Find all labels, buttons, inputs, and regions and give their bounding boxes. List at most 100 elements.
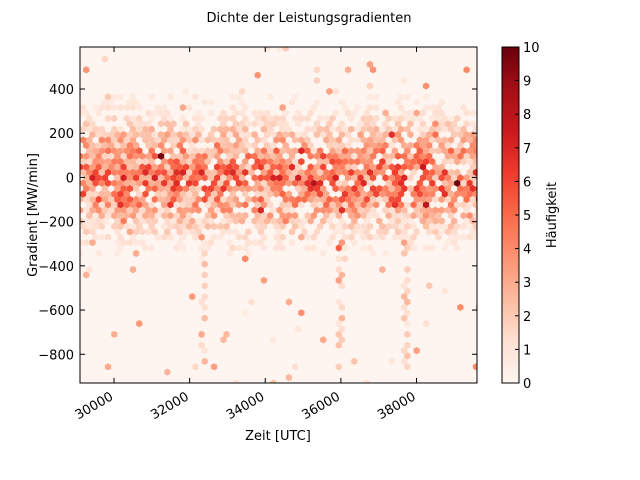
hexbin-cell <box>326 120 333 128</box>
hexbin-cell <box>329 212 336 220</box>
hexbin-cell <box>348 222 355 230</box>
hexbin-cell <box>438 217 445 225</box>
hexbin-cell <box>413 141 420 149</box>
hexbin-cell <box>220 109 227 117</box>
hexbin-cell <box>429 179 436 187</box>
hexbin-cell <box>98 201 105 209</box>
hexbin-cell <box>404 147 411 155</box>
x-tick-label: 38000 <box>375 389 418 423</box>
hexbin-cell <box>217 147 224 155</box>
hexbin-cell <box>292 363 299 371</box>
hexbin-cell <box>257 109 264 117</box>
hexbin-cell <box>366 179 374 187</box>
hexbin-cell <box>89 195 96 203</box>
hexbin-cell <box>98 190 105 198</box>
hexbin-cell <box>195 206 202 214</box>
hexbin-cell <box>170 195 177 203</box>
hexbin-cell <box>186 201 193 209</box>
hexbin-cell <box>338 336 345 344</box>
hexbin-cell <box>354 104 361 112</box>
hexbin-cell <box>239 98 246 106</box>
hexbin-cell <box>257 120 264 128</box>
hexbin-cell <box>369 249 377 257</box>
hexbin-cell <box>254 201 261 209</box>
hexbin-cell <box>92 168 99 176</box>
hexbin-cell <box>104 147 112 155</box>
hexbin-cell <box>394 152 402 160</box>
hexbin-cell <box>210 233 218 241</box>
hexbin-cell <box>192 147 199 155</box>
hexbin-cell <box>192 233 199 241</box>
hexbin-cell <box>373 114 380 122</box>
hexbin-cell <box>157 120 165 128</box>
hexbin-cell <box>357 174 364 182</box>
hexbin-cell <box>223 201 230 209</box>
hexbin-cell <box>145 228 152 236</box>
hexbin-cell <box>176 195 183 203</box>
hexbin-cell <box>438 185 445 193</box>
hexbin-cell <box>401 314 408 322</box>
hexbin-cell <box>447 190 455 198</box>
hexbin-cell <box>176 174 183 182</box>
hexbin-cell <box>192 93 199 101</box>
hexbin-cell <box>292 114 299 122</box>
hexbin-cell <box>198 158 205 166</box>
hexbin-cell <box>145 120 152 128</box>
hexbin-cell <box>398 114 405 122</box>
hexbin-cell <box>292 158 299 166</box>
hexbin-cell <box>120 206 127 214</box>
hexbin-cell <box>338 152 345 160</box>
hexbin-cell <box>279 179 286 187</box>
hexbin-cell <box>435 104 442 112</box>
hexbin-cell <box>388 357 395 365</box>
hexbin-cell <box>201 271 208 279</box>
hexbin-cell <box>329 114 336 122</box>
hexbin-cell <box>385 212 392 220</box>
hexbin-cell <box>472 179 477 187</box>
hexbin-cell <box>310 147 317 155</box>
hexbin-cell <box>419 109 427 117</box>
hexbin-cell <box>104 114 112 122</box>
hexbin-cell <box>133 239 140 247</box>
hexbin-cell <box>388 217 395 225</box>
hexbin-cell <box>104 168 112 176</box>
hexbin-cell <box>235 212 243 220</box>
hexbin-cell <box>441 244 448 252</box>
hexbin-cell <box>366 136 374 144</box>
hexbin-cell <box>407 131 414 139</box>
hexbin-cell <box>267 147 274 155</box>
hexbin-cell <box>167 147 174 155</box>
hexbin-cell <box>92 233 99 241</box>
hexbin-cell <box>254 114 261 122</box>
hexbin-cell <box>126 174 133 182</box>
hexbin-cell <box>179 222 186 230</box>
hexbin-cell <box>245 228 252 236</box>
hexbin-cell <box>142 201 149 209</box>
hexbin-cell <box>189 152 196 160</box>
hexbin-cell <box>348 125 355 133</box>
hexbin-cell <box>438 206 445 214</box>
hexbin-cell <box>111 125 118 133</box>
hexbin-cell <box>176 131 183 139</box>
hexbin-cell <box>136 201 143 209</box>
hexbin-cell <box>345 141 352 149</box>
hexbin-cell <box>235 233 243 241</box>
hexbin-cell <box>385 125 392 133</box>
hexbin-cell <box>260 222 268 230</box>
hexbin-cell <box>173 201 180 209</box>
hexbin-cell <box>373 104 380 112</box>
hexbin-cell <box>204 147 211 155</box>
hexbin-cell <box>204 212 211 220</box>
hexbin-cell <box>335 330 342 338</box>
hexbin-cell <box>176 152 183 160</box>
hexbin-cell <box>133 163 140 171</box>
hexbin-cell <box>379 158 386 166</box>
hexbin-cell <box>288 239 296 247</box>
hexbin-cell <box>161 179 168 187</box>
hexbin-cell <box>129 179 137 187</box>
hexbin-cell <box>351 357 358 365</box>
hexbin-cell <box>463 109 470 117</box>
hexbin-cell <box>129 114 137 122</box>
hexbin-cell <box>245 131 252 139</box>
hexbin-cell <box>447 233 455 241</box>
